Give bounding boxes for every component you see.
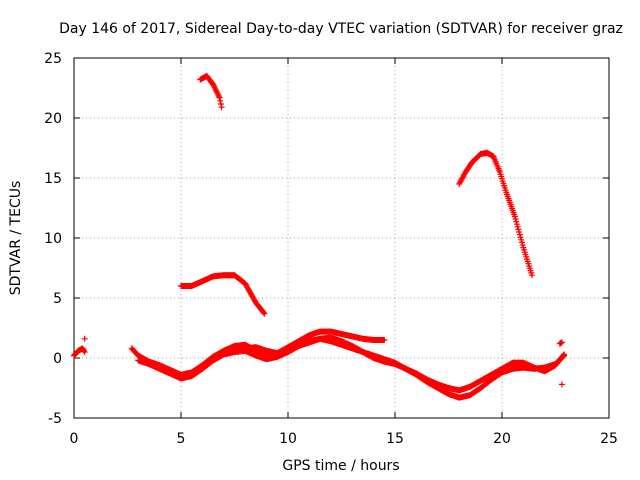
y-tick-label: 10 [44,231,62,247]
x-tick-label: 5 [177,431,186,447]
series-arc-late-top [556,339,565,347]
data-point [217,101,224,107]
y-tick-label: 5 [53,291,62,307]
data-point [261,310,268,317]
x-tick-label: 20 [493,431,511,447]
data-point [260,309,267,316]
data-point [528,272,535,279]
data-point [558,339,565,346]
series-arc-upper-a [197,73,225,111]
series-band-a [128,328,388,378]
x-tick-label: 10 [279,431,297,447]
series-arc-late-outlier [558,381,565,388]
x-tick-label: 0 [70,431,79,447]
data-point [81,335,88,342]
x-axis-label: GPS time / hours [282,458,399,474]
y-axis-label: SDTVAR / TECUs [8,181,24,296]
data-point [80,347,87,354]
y-tick-label: 0 [53,351,62,367]
data-point [558,381,565,388]
y-tick-label: -5 [48,411,62,427]
data-point [81,349,88,355]
data-point [561,351,568,358]
series-arc-upper-b [456,149,535,279]
x-tick-label: 25 [600,431,618,447]
data-point [216,94,223,101]
y-tick-label: 25 [44,51,62,67]
chart-title: Day 146 of 2017, Sidereal Day-to-day VTE… [59,21,623,37]
y-tick-label: 20 [44,111,62,127]
data-points [71,73,568,401]
x-tick-label: 15 [386,431,404,447]
y-tick-label: 15 [44,171,62,187]
series-arc-early-outlier [81,335,88,342]
grid [74,58,609,418]
series-band-c [242,334,568,394]
series-arc-early [71,345,88,359]
data-point [218,104,225,111]
data-point [381,337,388,343]
axis-ticks [73,57,610,419]
axis-tick-labels: 0 5 10 15 20 25 -5 0 5 10 15 20 25 [44,51,618,447]
data-point [217,97,224,104]
series-arc-mid-a [178,272,268,317]
data-point [560,352,567,359]
